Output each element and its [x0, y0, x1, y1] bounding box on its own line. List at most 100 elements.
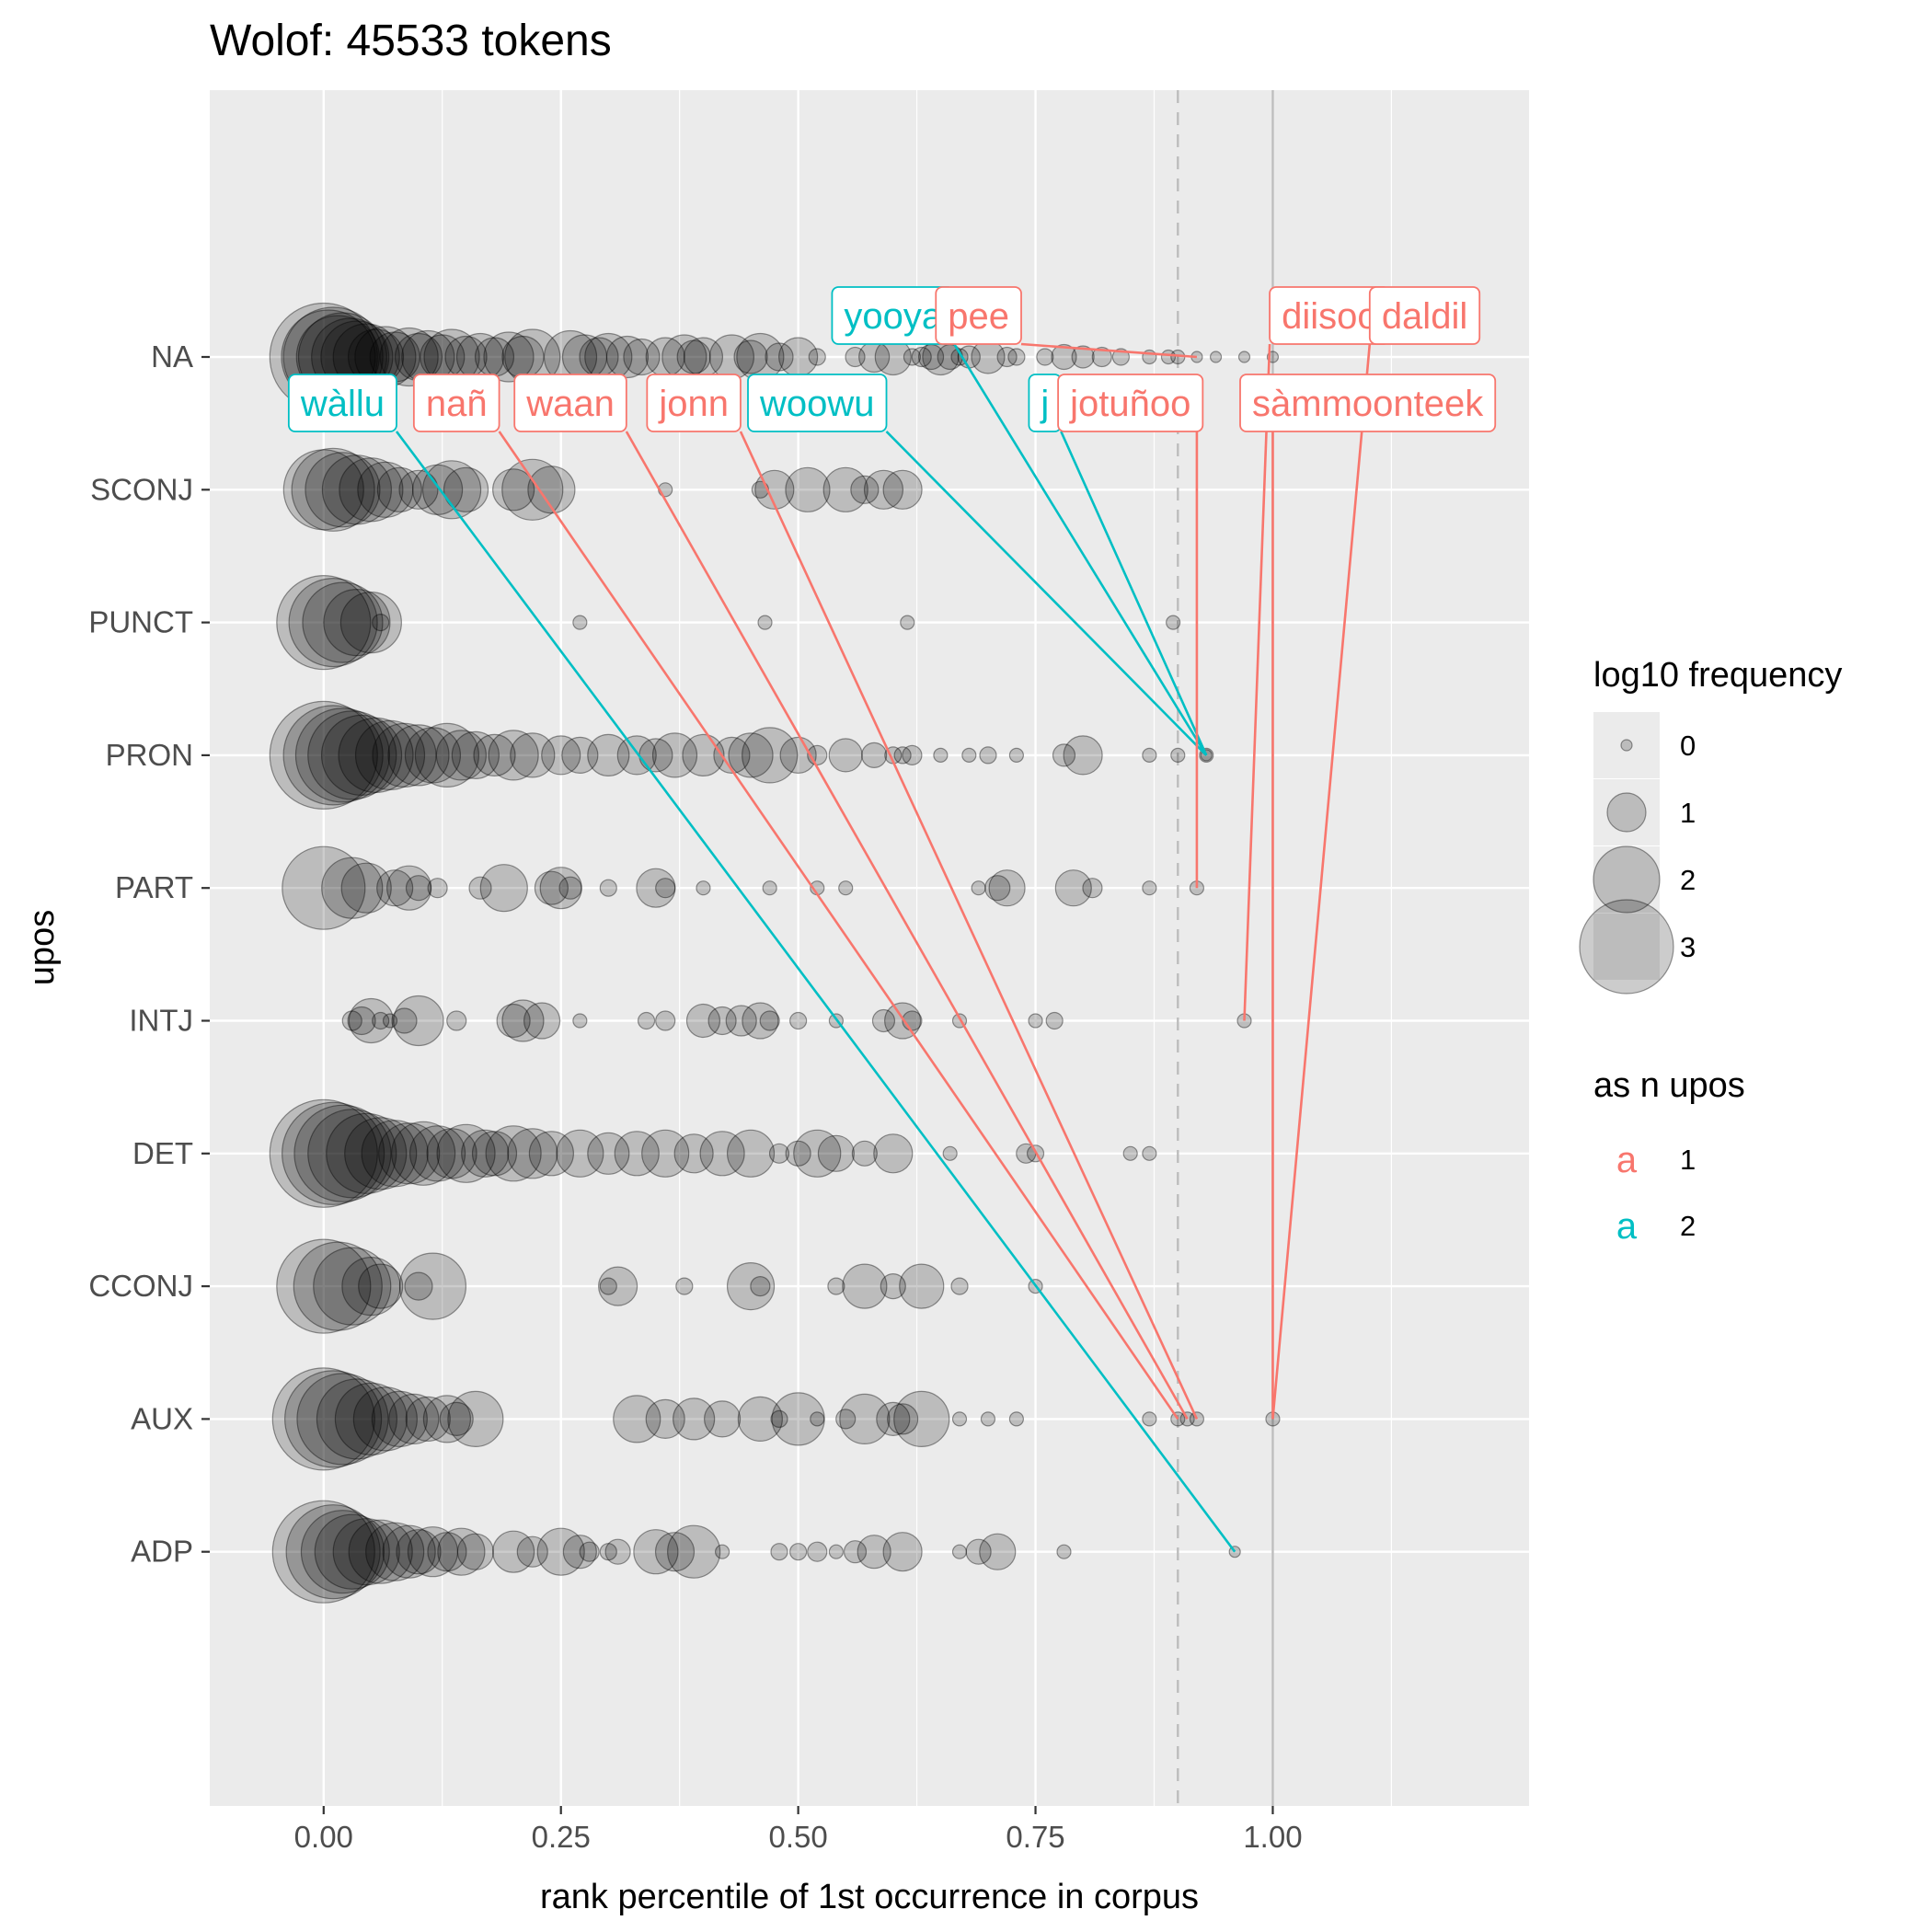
data-point [651, 732, 698, 778]
data-point [1166, 615, 1181, 630]
data-point [562, 1535, 597, 1570]
data-point [979, 746, 997, 765]
data-point [387, 724, 450, 787]
data-point [398, 469, 439, 510]
data-point [645, 1398, 685, 1440]
data-point [541, 735, 581, 776]
size-legend-label: 3 [1680, 931, 1696, 963]
data-point [903, 348, 922, 366]
size-legend-label: 1 [1680, 797, 1696, 829]
data-point [556, 1129, 604, 1178]
data-point [396, 1529, 442, 1575]
word-label-text: j [1040, 384, 1049, 424]
x-tick-label: 0.75 [1006, 1820, 1064, 1854]
color-legend-label: 2 [1680, 1210, 1696, 1242]
x-axis-ticks: 0.00 0.25 0.50 0.75 1.00 [294, 1806, 1303, 1854]
label-connector [395, 431, 1236, 1553]
y-tick-label: SCONJ [90, 472, 193, 506]
label-connectors [395, 342, 1372, 1553]
data-point [733, 339, 768, 374]
x-tick-label: 1.00 [1243, 1820, 1302, 1854]
data-point [391, 1007, 418, 1034]
word-label: sàmmoonteek [1239, 374, 1497, 432]
data-point [302, 581, 384, 663]
data-point [282, 845, 366, 930]
data-point [979, 1533, 1017, 1570]
size-legend-key-bg [1593, 846, 1660, 913]
data-point [942, 1145, 958, 1161]
data-point [742, 727, 799, 784]
data-point [817, 1134, 855, 1172]
data-point [313, 1247, 392, 1326]
data-point [507, 1128, 558, 1179]
data-point [1028, 1013, 1043, 1029]
x-tick-label: 0.25 [532, 1820, 591, 1854]
data-point [365, 1522, 425, 1581]
data-points [269, 302, 1281, 1604]
data-point [404, 1271, 433, 1301]
data-point [386, 865, 432, 911]
data-point [961, 747, 977, 764]
data-point [405, 1396, 451, 1443]
label-connector [1020, 342, 1198, 359]
data-point [354, 719, 426, 791]
y-tick-label: INTJ [129, 1004, 193, 1038]
data-point [599, 879, 617, 897]
data-point [340, 862, 392, 914]
data-point [828, 1544, 844, 1559]
color-legend-key: a [1616, 1206, 1638, 1247]
data-point [398, 1252, 467, 1320]
color-legend-keys: a 1 a 2 [1616, 1140, 1696, 1247]
data-point [779, 736, 817, 775]
data-point [496, 1003, 531, 1039]
data-point [1142, 880, 1157, 896]
data-point [414, 722, 480, 788]
data-point [347, 1006, 376, 1036]
size-legend-keys: 0 1 2 3 [1579, 712, 1696, 995]
data-point [501, 458, 564, 521]
data-point [378, 1122, 441, 1185]
word-label-text: wàllu [300, 384, 385, 424]
word-label: waan [513, 374, 627, 432]
data-point [636, 868, 676, 908]
size-legend-circle [1620, 739, 1633, 752]
data-point [372, 1011, 390, 1030]
word-label-text: woowu [759, 384, 875, 424]
data-point [561, 736, 599, 775]
data-point [379, 327, 439, 387]
data-point [599, 1277, 617, 1295]
data-point [282, 705, 384, 806]
data-point [539, 867, 582, 910]
data-point [654, 1532, 696, 1572]
data-point [408, 1125, 466, 1182]
data-point [284, 1370, 383, 1468]
data-point [358, 1263, 404, 1309]
data-point [352, 1386, 418, 1452]
data-point [1008, 747, 1025, 764]
data-point [291, 447, 375, 532]
data-point [271, 1367, 375, 1471]
data-point [675, 1277, 694, 1295]
data-point [536, 1527, 585, 1576]
y-tick-label: PART [115, 870, 193, 904]
data-point [996, 346, 1018, 368]
data-point [757, 615, 773, 630]
data-point [971, 880, 986, 896]
data-point [754, 469, 795, 510]
data-point [447, 1390, 504, 1448]
word-label-text: nañ [426, 384, 488, 424]
data-point [294, 707, 391, 803]
word-labels: yooya pee diisoo daldil wàllu nañ waan jonn woow… [287, 286, 1497, 432]
data-point [726, 1261, 776, 1311]
x-tick-label: 0.00 [294, 1820, 353, 1854]
y-axis-ticks: NA SCONJ PUNCT PRON PART INTJ DET CCONJ AUX ADP [88, 339, 210, 1569]
data-point [376, 869, 414, 907]
y-tick-label: PRON [106, 738, 193, 772]
data-point [951, 1544, 968, 1559]
size-legend-label: 0 [1680, 730, 1696, 762]
word-label-text: jotuñoo [1069, 384, 1190, 424]
data-point [426, 1128, 477, 1179]
x-axis-title: rank percentile of 1st occurrence in cor… [540, 1878, 1199, 1916]
data-point [436, 1123, 496, 1183]
data-point [851, 1140, 878, 1167]
